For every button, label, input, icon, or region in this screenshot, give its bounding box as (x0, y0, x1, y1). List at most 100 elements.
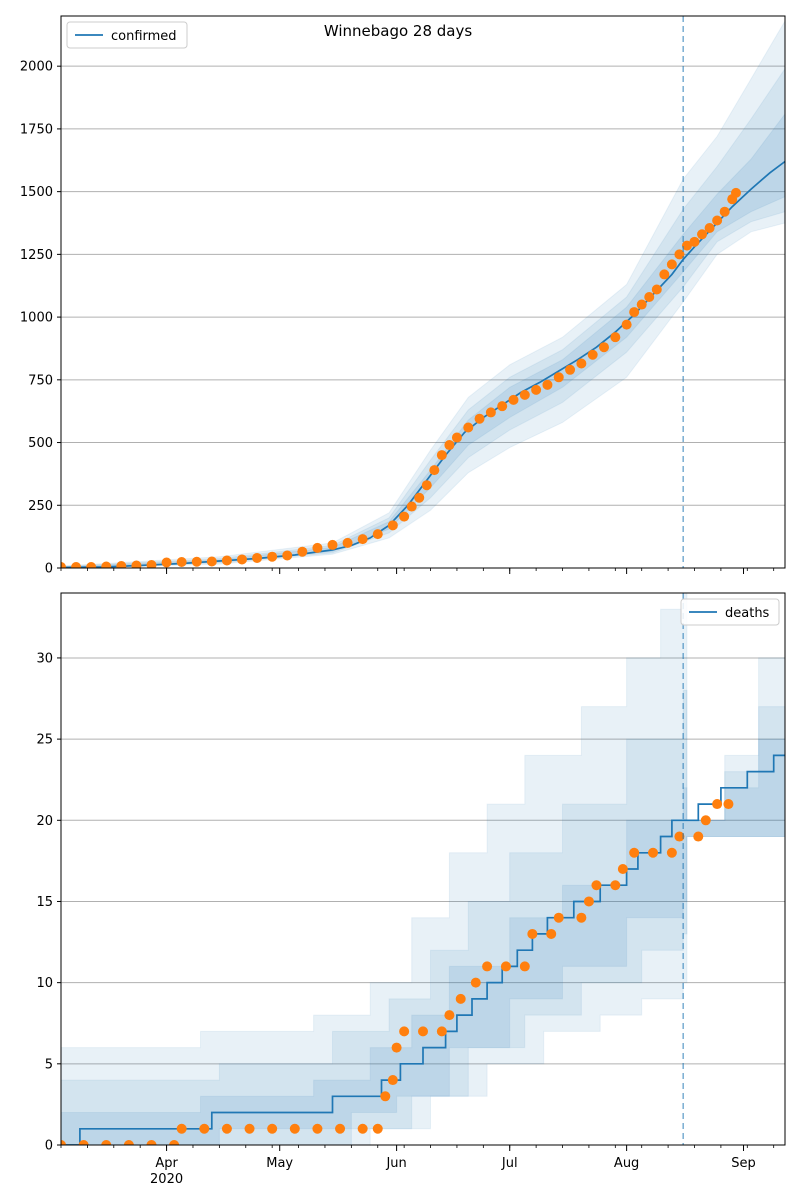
observed-point (357, 1123, 368, 1134)
observed-point (712, 215, 723, 226)
observed-point (497, 401, 508, 412)
observed-point (444, 1010, 455, 1021)
observed-point (474, 413, 485, 424)
observed-point (591, 880, 602, 891)
observed-point (267, 1123, 278, 1134)
observed-point (553, 912, 564, 923)
x-tick-label: Aug (614, 1156, 639, 1171)
observed-point (282, 550, 293, 561)
observed-point (546, 928, 557, 939)
observed-point (86, 561, 97, 568)
observed-point (610, 880, 621, 891)
observed-point (587, 349, 598, 360)
y-tick-label: 0 (45, 1139, 53, 1154)
observed-point (455, 993, 466, 1004)
observed-point (712, 799, 723, 810)
observed-point (357, 534, 368, 545)
observed-point (161, 557, 172, 568)
observed-point (621, 319, 632, 330)
y-tick-label: 1000 (20, 311, 53, 326)
x-tick-sublabel: 2020 (150, 1172, 183, 1187)
y-tick-label: 250 (28, 499, 53, 514)
observed-point (101, 1140, 112, 1145)
observed-point (576, 912, 587, 923)
y-tick-label: 1250 (20, 248, 53, 263)
observed-point (206, 556, 217, 567)
observed-point (123, 1140, 134, 1145)
observed-point (651, 284, 662, 295)
plot-area (61, 20, 785, 568)
plot-frame (60, 15, 786, 569)
legend: confirmed (66, 21, 188, 49)
observed-point (436, 450, 447, 461)
observed-point (704, 223, 715, 234)
y-tick-label: 10 (36, 976, 53, 991)
observed-point (297, 546, 308, 557)
y-tick-label: 1750 (20, 122, 53, 137)
x-tick-label: Jul (501, 1156, 518, 1171)
y-tick-label: 500 (28, 436, 53, 451)
observed-point (542, 379, 553, 390)
y-tick-label: 0 (45, 562, 53, 577)
observed-point (730, 187, 741, 198)
observed-point (508, 394, 519, 405)
observed-point (335, 1123, 346, 1134)
observed-point (629, 847, 640, 858)
observed-point (71, 561, 82, 568)
plot-frame (60, 592, 786, 1146)
observed-point (61, 561, 66, 568)
observed-point (387, 1075, 398, 1086)
observed-point (610, 332, 621, 343)
model-median-line (61, 754, 785, 1145)
observed-point (176, 556, 187, 567)
observed-point (342, 537, 353, 548)
observed-point (406, 501, 417, 512)
observed-point (327, 539, 338, 550)
observed-point (700, 815, 711, 826)
observed-point (414, 492, 425, 503)
observed-point (629, 307, 640, 318)
observed-point (666, 847, 677, 858)
observed-point (719, 206, 730, 217)
observed-point (444, 440, 455, 451)
observed-point (451, 432, 462, 443)
observed-point (553, 372, 564, 383)
observed-point (519, 389, 530, 400)
observed-point (289, 1123, 300, 1134)
observed-point (78, 1140, 89, 1145)
legend-box (680, 598, 780, 626)
observed-point (470, 977, 481, 988)
observed-point (644, 292, 655, 303)
observed-point (418, 1026, 428, 1037)
observed-point (101, 561, 112, 568)
observed-point (500, 961, 511, 972)
confidence-band-outer (61, 20, 785, 568)
confirmed-panel: 0 250 500 750 1000 1250 1500 1750 2000 confirmed (20, 15, 786, 577)
observed-point (252, 552, 263, 563)
observed-point (689, 236, 700, 247)
observed-point (312, 542, 323, 553)
observed-point (674, 831, 685, 842)
observed-point (176, 1123, 187, 1134)
observed-point (244, 1123, 255, 1134)
plot-area (61, 593, 785, 1145)
x-tick-label: May (266, 1156, 293, 1171)
observed-point (482, 961, 493, 972)
observed-point (666, 259, 677, 270)
observed-point (583, 896, 594, 907)
legend-label: confirmed (111, 29, 177, 44)
observed-point (565, 364, 576, 375)
observed-point (391, 1042, 402, 1053)
observed-point (131, 560, 142, 568)
observed-point (723, 799, 734, 810)
observed-point (463, 422, 474, 433)
y-tick-label: 2000 (20, 60, 53, 75)
observed-point (436, 1026, 447, 1037)
observed-point (674, 249, 685, 260)
legend-label: deaths (725, 606, 770, 621)
observed-point (312, 1123, 323, 1134)
observed-point (61, 1140, 66, 1145)
observed-point (372, 529, 383, 540)
observed-point (519, 961, 530, 972)
